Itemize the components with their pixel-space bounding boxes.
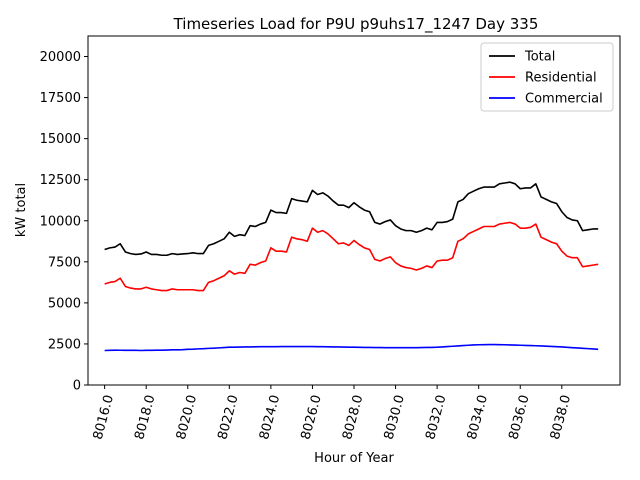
y-tick-label: 20000 bbox=[40, 50, 81, 65]
legend-label-residential: Residential bbox=[525, 71, 597, 86]
y-tick-label: 15000 bbox=[40, 132, 81, 147]
x-axis-title: Hour of Year bbox=[314, 451, 394, 466]
legend-label-total: Total bbox=[524, 50, 555, 65]
y-tick-label: 12500 bbox=[40, 173, 81, 188]
series-line-total bbox=[104, 181, 599, 257]
legend: Total Residential Commercial bbox=[480, 42, 614, 112]
y-tick-label: 0 bbox=[73, 379, 81, 394]
y-tick-label: 10000 bbox=[40, 214, 81, 229]
legend-items: Total Residential Commercial bbox=[489, 50, 603, 107]
y-tick-label: 7500 bbox=[48, 255, 81, 270]
y-tick-label: 5000 bbox=[48, 296, 81, 311]
legend-box bbox=[480, 42, 614, 112]
series-line-residential bbox=[104, 221, 599, 292]
chart-title: Timeseries Load for P9U p9uhs17_1247 Day… bbox=[173, 15, 539, 34]
series-line-commercial bbox=[104, 343, 599, 352]
legend-label-commercial: Commercial bbox=[525, 92, 603, 107]
y-tick-label: 17500 bbox=[40, 91, 81, 106]
y-axis-title: kW total bbox=[14, 183, 29, 237]
y-tick-label: 2500 bbox=[48, 337, 81, 352]
series-layer bbox=[104, 181, 599, 352]
y-axis: 0 2500 5000 7500 10000 12500 15000 17500 20000 bbox=[40, 50, 88, 394]
